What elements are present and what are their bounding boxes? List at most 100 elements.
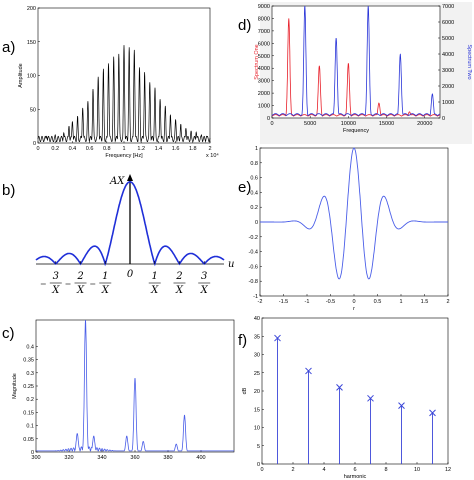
chart-f-xtick-label: 12 bbox=[445, 467, 451, 473]
chart-f-ytick-label: 25 bbox=[254, 371, 260, 377]
chart-f-xtick-label: 4 bbox=[322, 467, 325, 473]
chart-e-xtick-label: -1 bbox=[305, 299, 310, 305]
chart-f-xtick-label: 6 bbox=[353, 467, 356, 473]
chart-d-xtick-label: 0 bbox=[270, 121, 273, 127]
chart-f: 0 2 4 6 8 10 12 0 5 10 15 20 25 30 35 40 harmonic dB bbox=[242, 316, 451, 480]
chart-c-frame bbox=[35, 319, 235, 453]
chart-f-xtick-label: 0 bbox=[260, 467, 263, 473]
chart-d-xtick-label: 20000 bbox=[417, 121, 432, 127]
chart-a: 0 0.2 0.4 0.6 0.8 1 1.2 1.4 1.6 1.8 2 0 50 100 150 200 F… bbox=[18, 6, 219, 159]
chart-f-marker bbox=[367, 394, 374, 402]
chart-b-xtick-den: X bbox=[150, 285, 159, 296]
chart-b-xtick-den: X bbox=[51, 285, 60, 296]
panel-label-c: c) bbox=[2, 325, 15, 342]
chart-e-series-line bbox=[260, 147, 448, 280]
chart-f-marker bbox=[305, 367, 312, 375]
chart-b-xtick-den: X bbox=[175, 285, 184, 296]
chart-c-ytick-label: 0.2 bbox=[26, 397, 34, 403]
chart-d: 0 5000 10000 15000 2000001000200030004000500… bbox=[254, 2, 472, 144]
chart-d-right-ytick-label: 1000 bbox=[442, 100, 454, 106]
chart-f-xtick-label: 10 bbox=[414, 467, 420, 473]
chart-b-xtick-den: X bbox=[101, 285, 110, 296]
chart-b-curve bbox=[35, 181, 225, 267]
chart-c-ytick-label: 0.1 bbox=[26, 424, 34, 430]
chart-c: 300 320 340 360 380 400 0 0.05 0.1 0.15 0.2 0.25 0.3… bbox=[12, 319, 235, 461]
chart-f-xtick-label: 2 bbox=[291, 467, 294, 473]
chart-f-ytick-label: 10 bbox=[254, 426, 260, 432]
chart-f-frame bbox=[261, 317, 449, 465]
chart-c-xtick-label: 400 bbox=[196, 455, 205, 461]
chart-a-xtick-label: 0.2 bbox=[51, 146, 59, 152]
chart-a-ytick-label: 150 bbox=[27, 40, 36, 46]
chart-c-ytick-label: 0.25 bbox=[23, 384, 34, 390]
chart-e: -2 -1.5 -1 -0.5 0 0.5 1 1.5 2 -1 -0.8 -0.6 -0.4 -0.2 0… bbox=[249, 146, 450, 312]
chart-a-xtick-label: 1.6 bbox=[172, 146, 180, 152]
chart-d-ytick-label: 1000 bbox=[258, 104, 270, 110]
chart-f-ytick-label: 35 bbox=[254, 334, 260, 340]
panel-label-e: e) bbox=[238, 179, 251, 196]
chart-e-ytick-label: -0.2 bbox=[249, 235, 258, 241]
chart-a-xtick-label: 2 bbox=[208, 146, 211, 152]
chart-d-ylabel-left: Spectrum One bbox=[254, 44, 260, 79]
chart-e-xtick-label: 1 bbox=[399, 299, 402, 305]
chart-a-xlabel: Frequency [Hz] bbox=[105, 153, 143, 159]
chart-b-xtick-den: X bbox=[76, 285, 85, 296]
chart-d-frame bbox=[271, 5, 441, 119]
chart-d-ylabel-right: Spectrum Two bbox=[466, 44, 472, 79]
chart-a-series-line bbox=[37, 45, 211, 143]
chart-a-xtick-label: 0 bbox=[36, 146, 39, 152]
chart-e-ytick-label: 0.8 bbox=[250, 161, 258, 167]
chart-e-ytick-label: -1 bbox=[253, 294, 258, 300]
chart-d-ytick-label: 2000 bbox=[258, 91, 270, 97]
chart-f-ytick-label: 40 bbox=[254, 316, 260, 322]
panel-label-a: a) bbox=[2, 39, 15, 56]
chart-f-xlabel: harmonic bbox=[344, 474, 367, 480]
chart-f-ytick-label: 0 bbox=[257, 462, 260, 468]
chart-d-right-ytick-label: 6000 bbox=[442, 20, 454, 26]
chart-e-ytick-label: 1 bbox=[255, 146, 258, 152]
chart-d-ytick-label: 6000 bbox=[258, 41, 270, 47]
chart-e-xtick-label: -0.5 bbox=[326, 299, 335, 305]
panel-label-d: d) bbox=[238, 17, 251, 34]
chart-a-xtick-label: 1.2 bbox=[137, 146, 145, 152]
chart-f-marker bbox=[274, 334, 281, 342]
chart-e-ytick-label: 0.4 bbox=[250, 190, 258, 196]
chart-a-xtick-label: 0.4 bbox=[69, 146, 77, 152]
panel-label-b: b) bbox=[2, 182, 15, 199]
chart-d-right-ytick-label: 4000 bbox=[442, 52, 454, 58]
chart-c-ytick-label: 0.35 bbox=[23, 358, 34, 364]
chart-e-xtick-label: -1.5 bbox=[279, 299, 288, 305]
chart-b-xtick-num: 3 bbox=[201, 271, 207, 282]
chart-c-ytick-label: 0.05 bbox=[23, 437, 34, 443]
chart-c-ytick-label: 0.3 bbox=[26, 371, 34, 377]
chart-d-ytick-label: 5000 bbox=[258, 54, 270, 60]
chart-d-right-ytick-label: 5000 bbox=[442, 36, 454, 42]
chart-c-xtick-label: 320 bbox=[64, 455, 73, 461]
chart-e-ytick-label: 0.6 bbox=[250, 176, 258, 182]
chart-c-xtick-label: 380 bbox=[163, 455, 172, 461]
chart-a-frame bbox=[37, 7, 211, 144]
chart-f-marker bbox=[429, 409, 436, 417]
chart-e-ytick-label: -0.4 bbox=[249, 250, 258, 256]
chart-d-ytick-label: 9000 bbox=[258, 4, 270, 10]
chart-b-xtick-num: 2 bbox=[76, 271, 83, 282]
chart-e-xlabel: r bbox=[353, 306, 355, 312]
chart-f-ytick-label: 20 bbox=[254, 389, 260, 395]
chart-d-series-2 bbox=[271, 5, 441, 117]
chart-d-right-ytick-label: 7000 bbox=[442, 4, 454, 10]
chart-a-xtick-label: 1.4 bbox=[155, 146, 163, 152]
chart-f-ylabel: dB bbox=[242, 387, 248, 394]
chart-c-ytick-label: 0.15 bbox=[23, 410, 34, 416]
chart-e-xtick-label: 0.5 bbox=[374, 299, 382, 305]
chart-d-xtick-label: 10000 bbox=[341, 121, 356, 127]
chart-c-xtick-label: 300 bbox=[31, 455, 40, 461]
chart-b-xtick-label: 0 bbox=[127, 269, 134, 280]
chart-d-right-ytick-label: 3000 bbox=[442, 68, 454, 74]
chart-d-ytick-label: 0 bbox=[267, 116, 270, 122]
chart-b-xtick-num: 3 bbox=[53, 271, 59, 282]
chart-e-ytick-label: 0.2 bbox=[250, 205, 258, 211]
chart-c-xtick-label: 360 bbox=[130, 455, 139, 461]
chart-c-ytick-label: 0 bbox=[31, 450, 34, 456]
chart-d-right-ytick-label: 2000 bbox=[442, 84, 454, 90]
chart-c-ytick-label: 0.4 bbox=[26, 344, 34, 350]
